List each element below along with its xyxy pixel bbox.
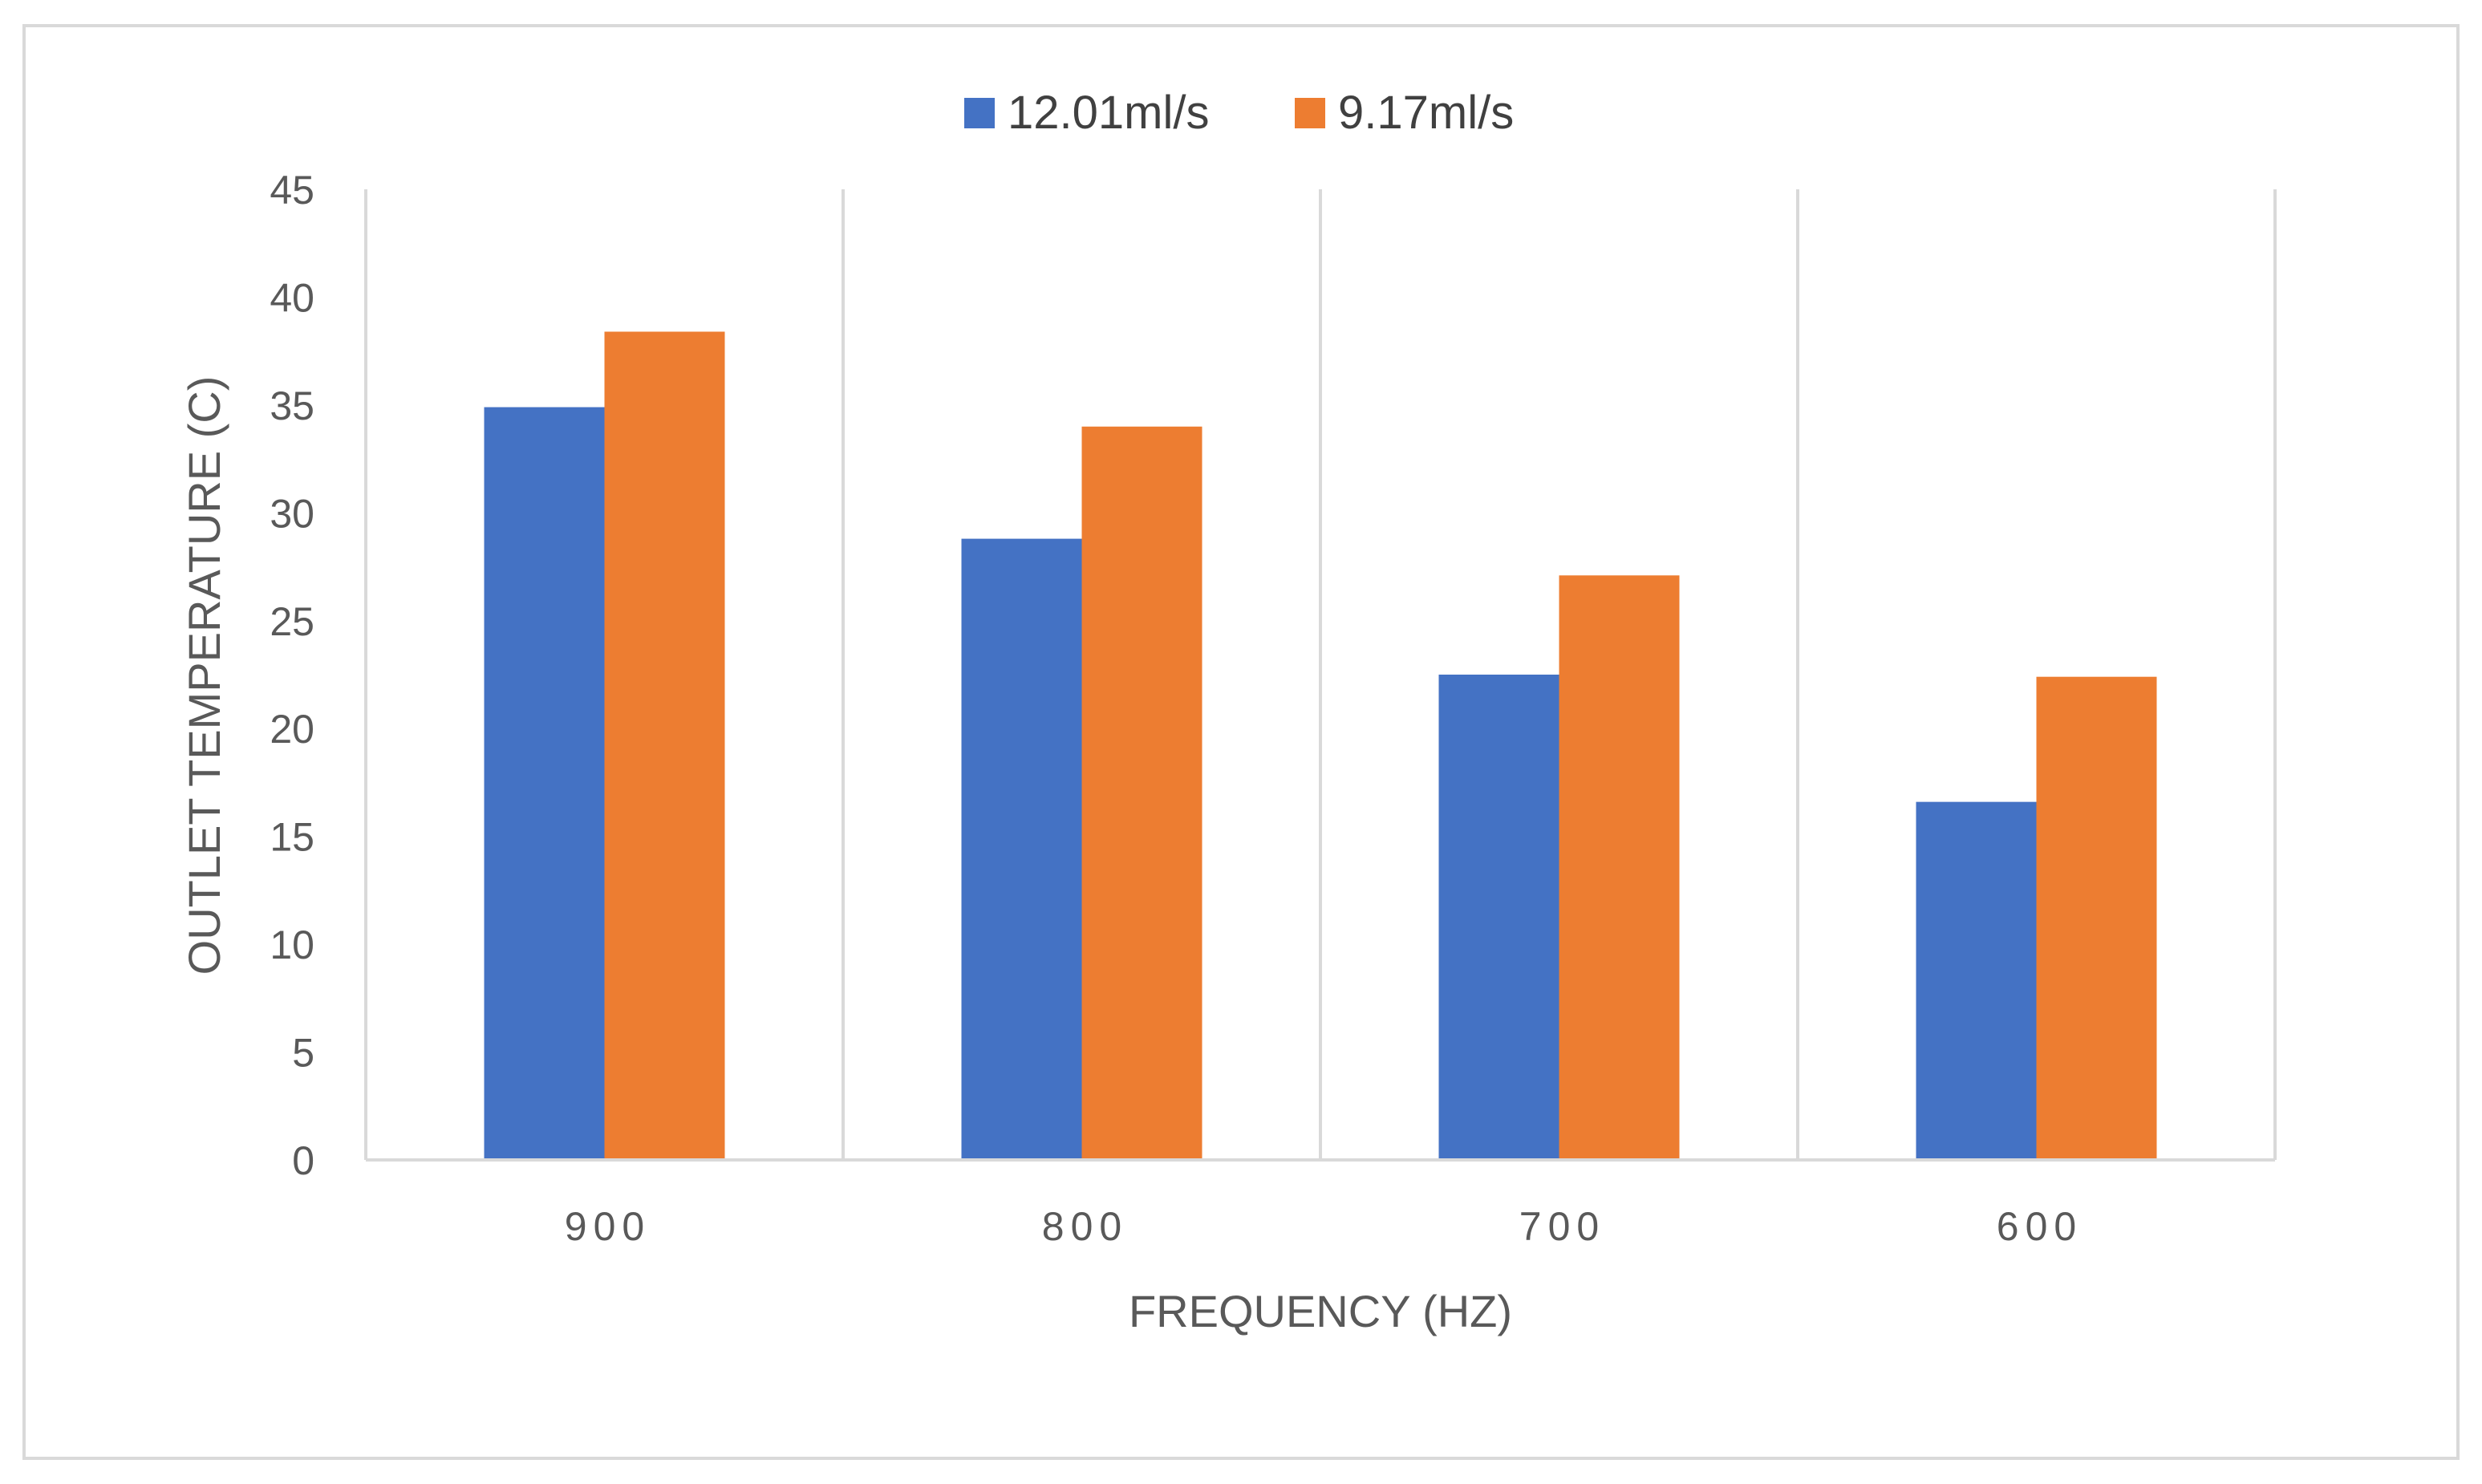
bar-9-17ml-s-700: [1559, 575, 1680, 1160]
x-tick-label: 900: [565, 1204, 651, 1249]
y-axis-ticks: 0 5 10 15 20 25 30 35 40 45: [270, 168, 314, 1183]
y-tick-label: 20: [270, 707, 314, 752]
x-tick-label: 600: [1997, 1204, 2083, 1249]
y-axis-title: OUTLET TEMPERATURE (C): [179, 376, 229, 975]
bar-12-01ml-s-600: [1916, 801, 2037, 1160]
y-tick-label: 35: [270, 383, 314, 428]
legend-swatch-9-17ml-s: [1295, 98, 1325, 128]
legend-label-9-17ml-s: 9.17ml/s: [1338, 87, 1514, 139]
legend-swatch-12-01ml-s: [964, 98, 995, 128]
legend-label-12-01ml-s: 12.01ml/s: [1008, 87, 1209, 139]
y-tick-label: 45: [270, 168, 314, 213]
y-tick-label: 5: [292, 1031, 314, 1076]
bar-9-17ml-s-900: [604, 331, 725, 1160]
bar-12-01ml-s-900: [484, 407, 605, 1161]
bar-9-17ml-s-600: [2036, 676, 2157, 1160]
y-tick-label: 10: [270, 922, 314, 967]
x-tick-label: 700: [1519, 1204, 1605, 1249]
bar-9-17ml-s-800: [1081, 426, 1202, 1160]
grid-lines: [364, 189, 2277, 1160]
legend: 12.01ml/s 9.17ml/s: [964, 87, 1514, 139]
y-tick-label: 0: [292, 1138, 314, 1183]
x-tick-label: 800: [1042, 1204, 1128, 1249]
y-tick-label: 30: [270, 491, 314, 536]
bar-12-01ml-s-700: [1438, 675, 1559, 1160]
y-tick-label: 15: [270, 815, 314, 860]
bar-12-01ml-s-800: [961, 538, 1082, 1160]
x-axis-ticks: 900 800 700 600: [565, 1204, 2083, 1249]
y-tick-label: 25: [270, 599, 314, 644]
x-axis-title: FREQUENCY (HZ): [1129, 1286, 1512, 1336]
bars: [484, 331, 2157, 1161]
y-tick-label: 40: [270, 275, 314, 320]
